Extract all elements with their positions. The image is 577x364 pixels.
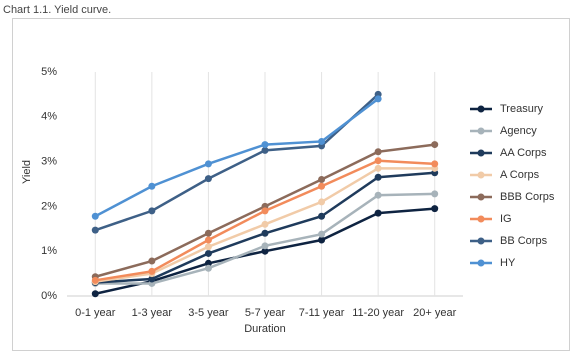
data-point — [374, 95, 382, 103]
x-tick-label: 20+ year — [413, 307, 456, 319]
data-point — [204, 229, 212, 237]
data-point — [318, 230, 326, 238]
legend-label: A Corps — [500, 169, 540, 181]
data-point — [318, 212, 326, 220]
y-tick-label: 5% — [41, 66, 57, 78]
x-tick-label: 11-20 year — [352, 307, 404, 319]
data-point — [204, 249, 212, 257]
data-point — [261, 146, 269, 154]
data-point — [431, 190, 439, 198]
data-point — [431, 160, 439, 168]
legend-marker — [477, 105, 485, 113]
data-point — [374, 173, 382, 181]
data-point — [204, 160, 212, 168]
y-tick-label: 0% — [41, 290, 57, 302]
data-point — [261, 207, 269, 215]
data-point — [318, 198, 326, 206]
data-point — [261, 141, 269, 149]
series-line — [94, 93, 379, 232]
data-point — [204, 175, 212, 183]
data-point — [204, 243, 212, 251]
data-point — [148, 275, 156, 283]
chart-title: Chart 1.1. Yield curve. — [3, 4, 111, 16]
legend-marker — [477, 237, 485, 245]
data-point — [204, 264, 212, 272]
data-point — [318, 182, 326, 190]
x-tick-label: 0-1 year — [75, 307, 116, 319]
x-tick-label: 5-7 year — [245, 307, 286, 319]
y-tick-label: 2% — [41, 200, 57, 212]
legend-marker — [477, 215, 485, 223]
legend-label: Treasury — [500, 103, 543, 115]
legend-label: Agency — [500, 125, 537, 137]
legend-label: AA Corps — [500, 147, 547, 159]
data-point — [91, 226, 99, 234]
y-axis-label: Yield — [21, 160, 33, 184]
legend-marker — [477, 259, 485, 267]
data-point — [431, 205, 439, 213]
y-tick-label: 1% — [41, 245, 57, 257]
data-point — [91, 290, 99, 298]
data-point — [318, 137, 326, 145]
data-point — [374, 164, 382, 172]
data-point — [148, 257, 156, 265]
data-point — [91, 276, 99, 284]
chart-frame — [12, 18, 570, 351]
data-point — [374, 157, 382, 165]
data-point — [374, 191, 382, 199]
data-point — [431, 141, 439, 149]
data-point — [91, 212, 99, 220]
legend-marker — [477, 171, 485, 179]
legend-label: HY — [500, 257, 516, 269]
legend-label: BB Corps — [500, 235, 548, 247]
x-tick-label: 1-3 year — [132, 307, 173, 319]
data-point — [148, 182, 156, 190]
series-line — [94, 97, 379, 218]
data-point — [148, 207, 156, 215]
legend-marker — [477, 193, 485, 201]
legend-label: IG — [500, 213, 512, 225]
data-point — [374, 148, 382, 156]
data-point — [204, 259, 212, 267]
data-point — [261, 229, 269, 237]
x-axis-label: Duration — [244, 323, 286, 335]
data-point — [318, 176, 326, 184]
x-tick-label: 7-11 year — [299, 307, 345, 319]
data-point — [148, 267, 156, 275]
legend-label: BBB Corps — [500, 191, 555, 203]
y-tick-label: 3% — [41, 156, 57, 168]
legend-marker — [477, 149, 485, 157]
y-tick-label: 4% — [41, 111, 57, 123]
data-point — [261, 242, 269, 250]
legend-marker — [477, 127, 485, 135]
data-point — [374, 209, 382, 217]
data-point — [318, 236, 326, 244]
data-point — [261, 220, 269, 228]
data-point — [204, 236, 212, 244]
data-point — [261, 247, 269, 255]
x-tick-label: 3-5 year — [188, 307, 229, 319]
